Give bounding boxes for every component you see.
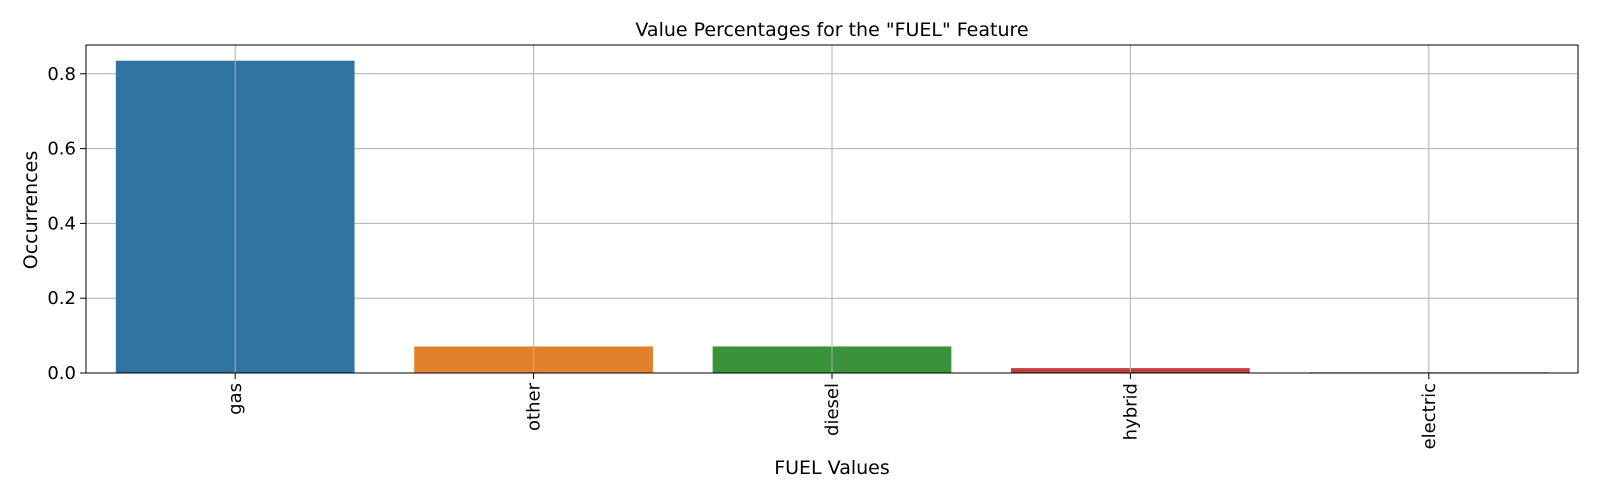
y-tick-label: 0.6 bbox=[47, 139, 76, 160]
chart-title: Value Percentages for the "FUEL" Feature bbox=[635, 19, 1028, 41]
y-tick-label: 0.2 bbox=[47, 288, 76, 309]
x-tick-label-hybrid: hybrid bbox=[1120, 383, 1141, 440]
y-axis-title: Occurrences bbox=[20, 151, 42, 270]
y-tick-label: 0.4 bbox=[47, 213, 76, 234]
x-tick-label-electric: electric bbox=[1419, 383, 1440, 449]
axes: 0.0 0.2 0.4 0.6 0.8 gas other diesel hybrid elect… bbox=[47, 44, 1579, 449]
x-axis-title: FUEL Values bbox=[774, 457, 890, 479]
x-tick-label-diesel: diesel bbox=[822, 383, 843, 436]
y-tick-label: 0.0 bbox=[47, 363, 76, 384]
y-tick-label: 0.8 bbox=[47, 64, 76, 85]
x-tick-label-other: other bbox=[524, 382, 545, 431]
plot-frame bbox=[85, 44, 1579, 374]
x-grid-lines bbox=[234, 45, 1430, 373]
x-tick-label-gas: gas bbox=[225, 383, 246, 415]
